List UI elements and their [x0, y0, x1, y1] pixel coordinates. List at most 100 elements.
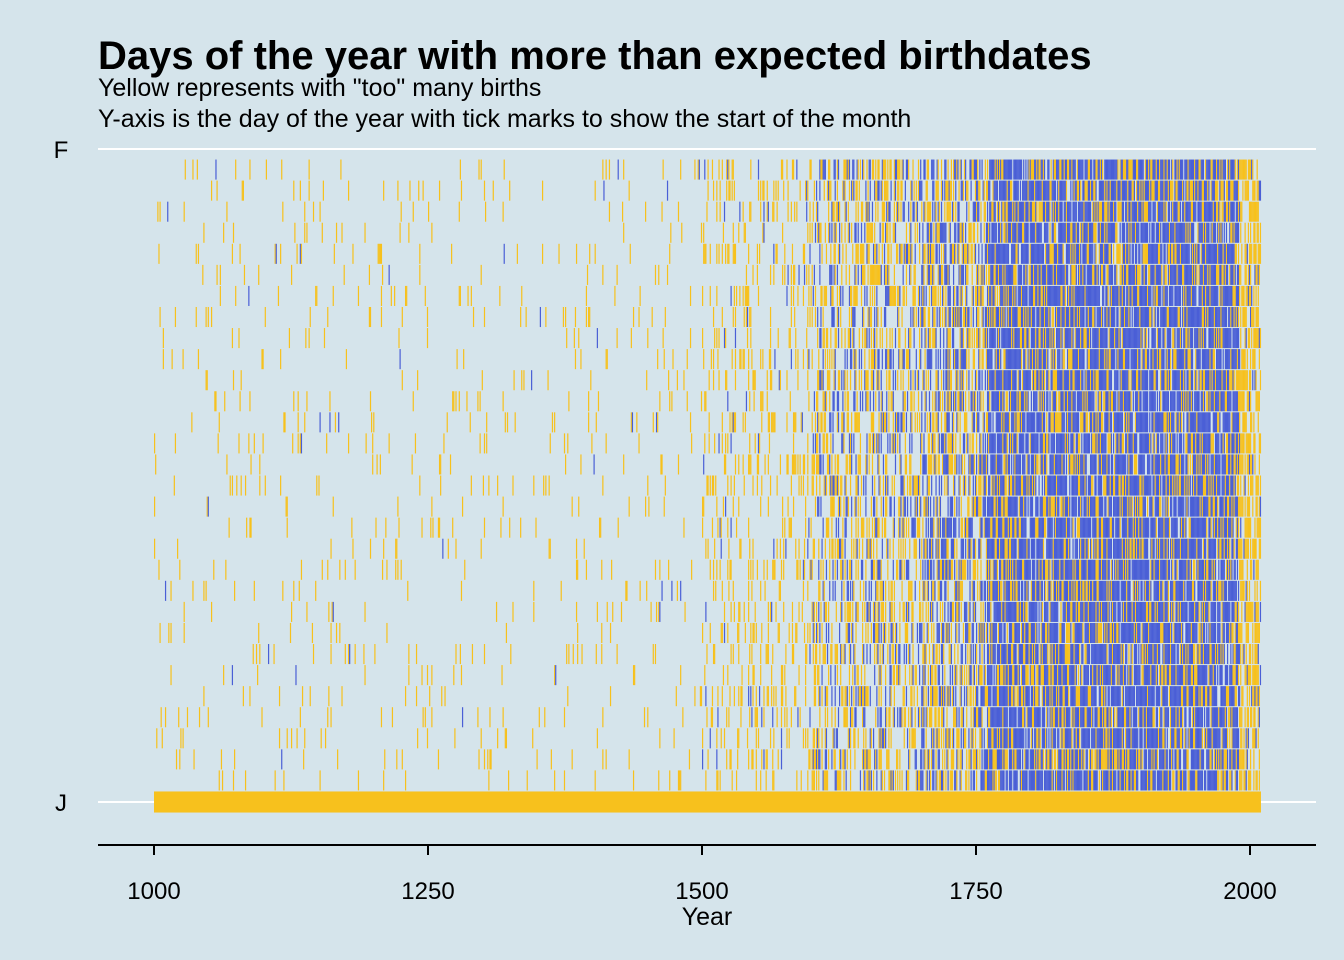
cell — [1100, 686, 1103, 707]
cell — [946, 475, 948, 496]
cell — [1253, 728, 1255, 749]
cell — [1057, 728, 1059, 749]
cell — [1109, 770, 1111, 791]
cell — [1231, 770, 1233, 791]
cell — [874, 601, 876, 622]
cell — [846, 686, 848, 707]
cell — [999, 601, 1001, 622]
cell — [886, 496, 888, 517]
cell — [1108, 749, 1110, 770]
cell — [927, 496, 929, 517]
cell — [1202, 559, 1205, 580]
cell — [1004, 475, 1006, 496]
cell — [916, 770, 919, 791]
cell — [1171, 559, 1173, 580]
cell — [883, 622, 886, 644]
cell — [950, 559, 952, 580]
cell — [1148, 644, 1150, 665]
cell — [868, 749, 870, 770]
cell — [1212, 665, 1214, 686]
cell — [1203, 559, 1206, 580]
cell — [903, 559, 905, 580]
cell — [882, 601, 885, 622]
cell — [940, 707, 943, 728]
cell — [1216, 770, 1218, 791]
cell — [1119, 559, 1121, 580]
cell — [1169, 665, 1172, 686]
cell — [1155, 707, 1157, 728]
cell — [1097, 496, 1099, 517]
cell — [840, 538, 842, 559]
cell — [1052, 601, 1054, 622]
cell — [843, 707, 845, 728]
cell — [844, 686, 846, 707]
cell — [1032, 622, 1035, 644]
cell — [877, 601, 879, 622]
cell — [1008, 686, 1011, 707]
cell — [1131, 665, 1133, 686]
cell — [751, 749, 753, 770]
cell — [981, 644, 983, 665]
cell — [1037, 707, 1039, 728]
cell — [1214, 517, 1217, 538]
cell — [180, 728, 182, 749]
cell — [908, 644, 910, 665]
cell — [1237, 601, 1240, 622]
cell — [1175, 622, 1177, 644]
cell — [936, 496, 938, 517]
cell — [1087, 644, 1089, 665]
cell — [1080, 622, 1082, 644]
cell — [1093, 496, 1095, 517]
cell — [1139, 686, 1141, 707]
cell — [1092, 707, 1094, 728]
cell — [1119, 496, 1121, 517]
cell — [1089, 601, 1092, 622]
cell — [1195, 728, 1197, 749]
cell — [923, 580, 925, 601]
cell — [1049, 707, 1051, 728]
cell — [1138, 707, 1140, 728]
cell — [1039, 496, 1041, 517]
cell — [772, 770, 774, 791]
cell — [834, 644, 836, 665]
cell — [1111, 644, 1114, 665]
cell — [1251, 601, 1253, 622]
cell — [1133, 601, 1136, 622]
cell — [1104, 475, 1106, 496]
cell — [988, 728, 990, 749]
cell — [1001, 707, 1003, 728]
cell — [1240, 665, 1242, 686]
cell — [875, 622, 877, 644]
cell — [1025, 622, 1027, 644]
cell — [1085, 770, 1087, 791]
cell — [829, 475, 831, 496]
cell — [668, 559, 670, 580]
cell — [995, 707, 997, 728]
cell — [1056, 644, 1058, 665]
cell — [1072, 770, 1074, 791]
cell — [950, 538, 952, 559]
cell — [1209, 728, 1211, 749]
cell — [937, 559, 939, 580]
cell — [332, 496, 334, 517]
cell — [1149, 665, 1151, 686]
cell — [840, 770, 842, 791]
cell — [997, 622, 1000, 644]
cell — [1118, 728, 1120, 749]
cell — [1046, 622, 1048, 644]
cell — [741, 686, 743, 707]
cell — [1184, 665, 1186, 686]
cell — [1219, 728, 1221, 749]
cell — [1058, 707, 1060, 728]
cell — [1245, 601, 1247, 622]
cell — [1039, 644, 1041, 665]
cell — [1027, 538, 1029, 559]
cell — [1059, 622, 1061, 644]
cell — [989, 686, 991, 707]
cell — [274, 770, 276, 791]
cell — [1241, 601, 1243, 622]
cell — [1110, 665, 1113, 686]
cell — [177, 538, 179, 559]
cell — [868, 517, 870, 538]
cell — [1148, 686, 1150, 707]
